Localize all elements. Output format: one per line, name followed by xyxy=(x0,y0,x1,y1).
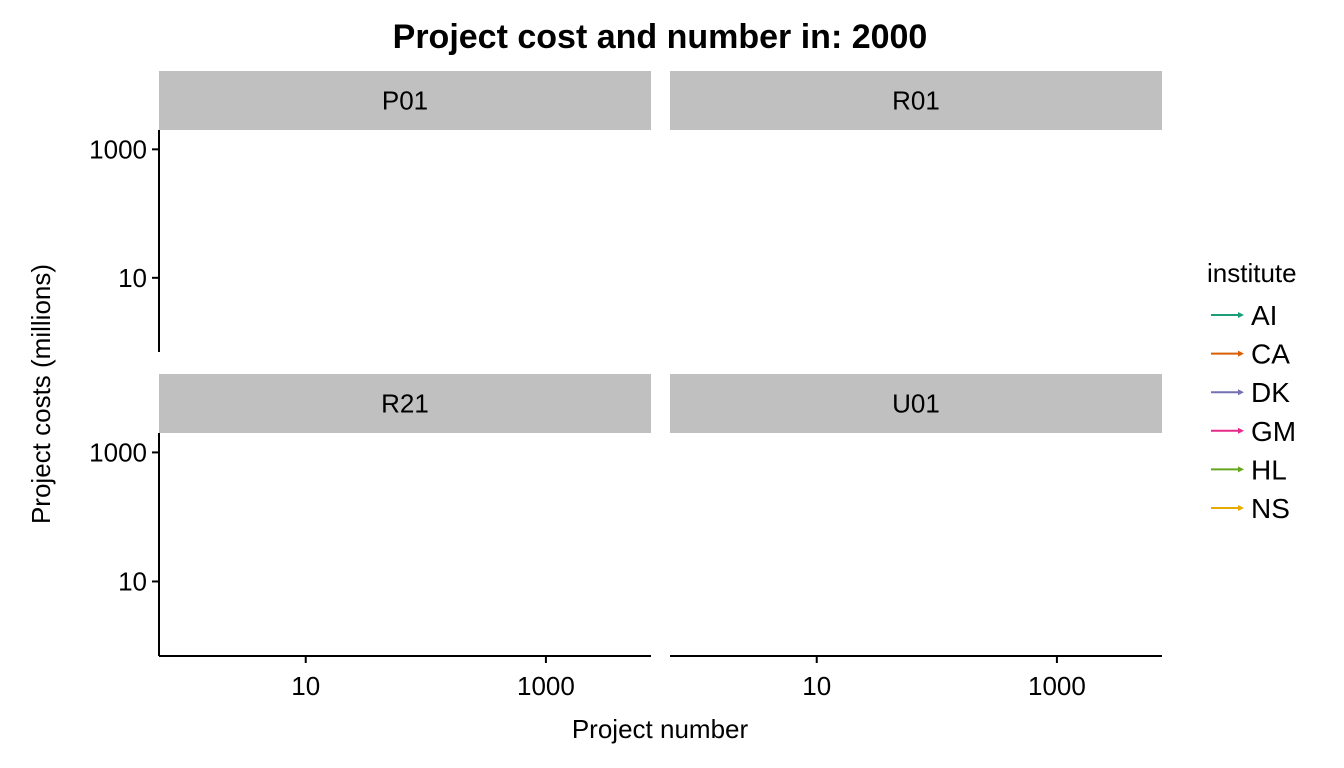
facet-strip xyxy=(159,374,651,433)
facet-panels: P01 10 1000 R01 R21 10 1000 10 1000 U01 10 1000 xyxy=(89,71,1162,701)
y-axis-label: Project costs (millions) xyxy=(26,264,56,524)
y-tick-label: 1000 xyxy=(89,437,147,467)
y-tick-label: 1000 xyxy=(89,134,147,164)
legend-item-ca: CA xyxy=(1211,339,1290,370)
facet-strip xyxy=(159,71,651,130)
legend-label: HL xyxy=(1251,454,1287,485)
y-tick-label: 10 xyxy=(118,566,147,596)
x-tick-label: 10 xyxy=(291,671,320,701)
legend-key-arrow-icon xyxy=(1238,505,1244,511)
facet-strip-label: R21 xyxy=(381,389,429,419)
chart-title: Project cost and number in: 2000 xyxy=(393,18,928,56)
facet-strip-label: R01 xyxy=(892,86,940,116)
legend-key-arrow-icon xyxy=(1238,389,1244,396)
legend-key-arrow-icon xyxy=(1238,427,1244,434)
facet-r01: R01 xyxy=(670,71,1162,130)
legend-item-ns: NS xyxy=(1211,493,1290,524)
facet-r21: R21 10 1000 10 1000 xyxy=(89,374,651,701)
facet-strip-label: U01 xyxy=(892,389,940,419)
facet-strip xyxy=(670,374,1162,433)
legend-item-dk: DK xyxy=(1211,377,1290,408)
legend-label: AI xyxy=(1251,300,1277,331)
facet-strip xyxy=(670,71,1162,130)
legend: institute AI CA DK GM HL NS xyxy=(1207,258,1297,524)
x-tick-label: 1000 xyxy=(517,671,575,701)
facet-strip-label: P01 xyxy=(382,86,428,116)
legend-item-ai: AI xyxy=(1211,300,1277,331)
legend-key-arrow-icon xyxy=(1238,350,1244,357)
facet-u01: U01 10 1000 xyxy=(670,374,1162,701)
legend-label: NS xyxy=(1251,493,1290,524)
x-tick-label: 10 xyxy=(802,671,831,701)
legend-title: institute xyxy=(1207,258,1297,288)
y-tick-label: 10 xyxy=(118,263,147,293)
legend-item-hl: HL xyxy=(1211,454,1287,485)
legend-label: GM xyxy=(1251,416,1296,447)
legend-key-arrow-icon xyxy=(1238,312,1244,318)
legend-key-arrow-icon xyxy=(1238,466,1244,473)
x-axis-label: Project number xyxy=(572,714,749,744)
legend-item-gm: GM xyxy=(1211,416,1296,447)
legend-label: DK xyxy=(1251,377,1290,408)
x-tick-label: 1000 xyxy=(1028,671,1086,701)
facet-p01: P01 10 1000 xyxy=(89,71,651,352)
legend-label: CA xyxy=(1251,339,1290,370)
